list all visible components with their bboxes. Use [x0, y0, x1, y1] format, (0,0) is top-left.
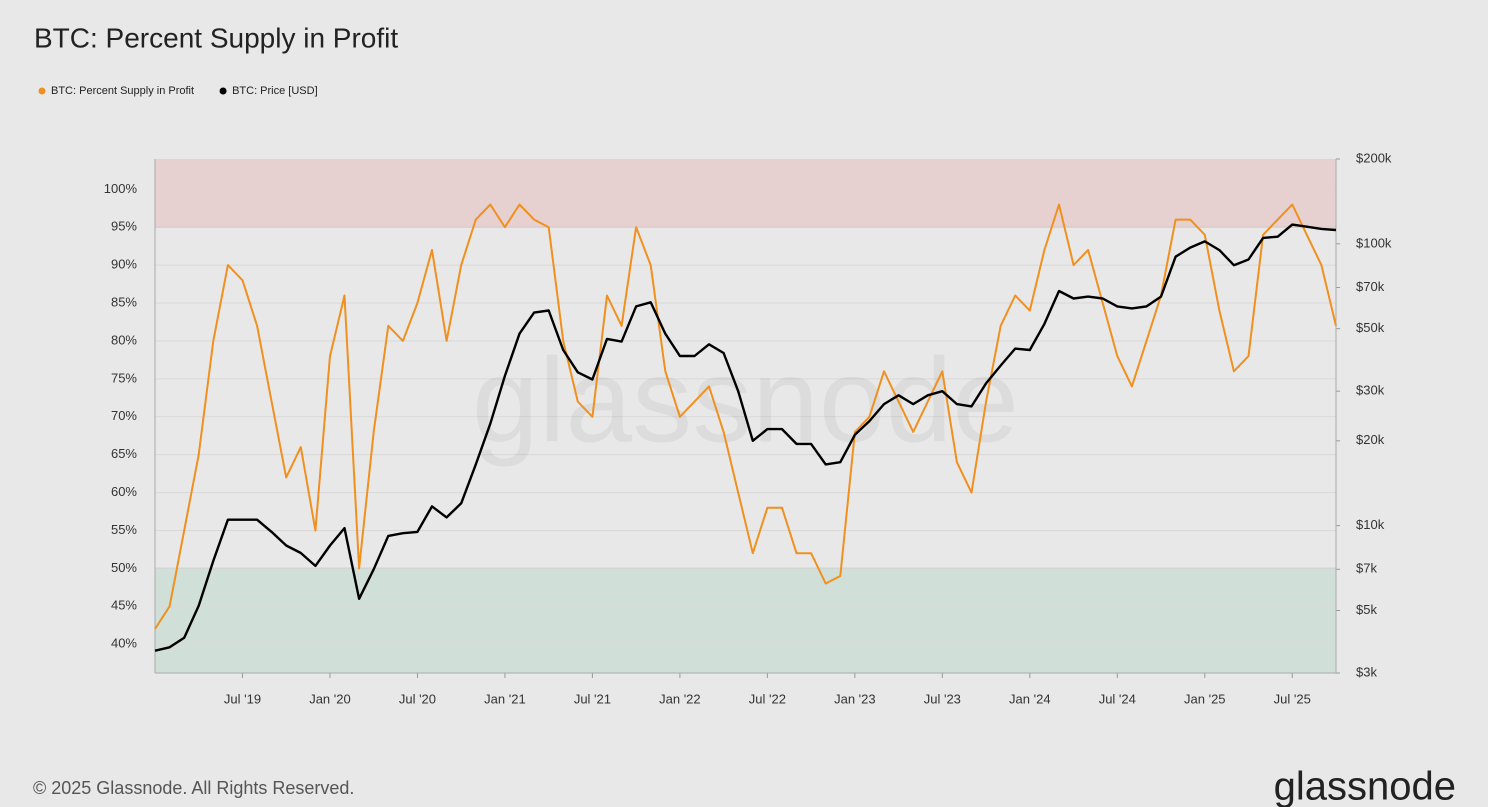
y2-tick-label: $30k: [1356, 383, 1385, 398]
y-tick-label: 95%: [111, 219, 137, 234]
plot-area: 40% 45% 50% 55% 60% 65% 70% 75% 80% 85% 90% 95% 100%…: [104, 150, 1392, 706]
x-tick-label: Jan '20: [309, 691, 351, 706]
y2-tick-label: $3k: [1356, 664, 1377, 679]
x-tick-label: Jan '25: [1184, 691, 1226, 706]
footer: © 2025 Glassnode. All Rights Reserved.: [33, 778, 354, 798]
legend-label: BTC: Price [USD]: [232, 85, 318, 97]
legend-marker: [38, 87, 46, 95]
y2-tick-label: $10k: [1356, 517, 1385, 532]
y2-tick-label: $50k: [1356, 320, 1385, 335]
x-tick-label: Jan '24: [1009, 691, 1051, 706]
y2-tick-label: $70k: [1356, 279, 1385, 294]
y-tick-label: 60%: [111, 484, 137, 499]
x-tick-label: Jan '22: [659, 691, 701, 706]
y-tick-label: 45%: [111, 598, 137, 613]
x-tick-label: Jul '19: [224, 691, 261, 706]
threshold-band: [155, 568, 1336, 673]
series-line: [154, 203, 1337, 630]
y-tick-label: 65%: [111, 446, 137, 461]
y-tick-label: 50%: [111, 560, 137, 575]
chart-title: BTC: Percent Supply in Profit: [34, 22, 398, 53]
legend-marker: [219, 87, 227, 95]
logo: glassnode: [1274, 765, 1456, 807]
y-tick-label: 70%: [111, 408, 137, 423]
x-tick-label: Jul '21: [574, 691, 611, 706]
x-tick-label: Jul '25: [1274, 691, 1311, 706]
y-tick-label: 90%: [111, 257, 137, 272]
x-tick-label: Jul '20: [399, 691, 436, 706]
watermark: glassnode: [472, 334, 1019, 468]
x-tick-label: Jan '23: [834, 691, 876, 706]
y-tick-label: 75%: [111, 370, 137, 385]
y-tick-label: 85%: [111, 294, 137, 309]
threshold-band: [155, 159, 1336, 228]
y2-tick-label: $200k: [1356, 150, 1392, 165]
x-tick-label: Jul '22: [749, 691, 786, 706]
y2-tick-label: $7k: [1356, 561, 1377, 576]
y-tick-label: 40%: [111, 636, 137, 651]
x-tick-label: Jan '21: [484, 691, 526, 706]
y-tick-label: 55%: [111, 522, 137, 537]
x-tick-label: Jul '24: [1099, 691, 1136, 706]
series-line: [154, 223, 1337, 652]
y2-tick-label: $100k: [1356, 235, 1392, 250]
y2-tick-label: $5k: [1356, 602, 1377, 617]
y-tick-label: 80%: [111, 332, 137, 347]
x-tick-label: Jul '23: [924, 691, 961, 706]
y-tick-label: 100%: [104, 181, 138, 196]
y2-tick-label: $20k: [1356, 432, 1385, 447]
legend-label: BTC: Percent Supply in Profit: [51, 85, 194, 97]
